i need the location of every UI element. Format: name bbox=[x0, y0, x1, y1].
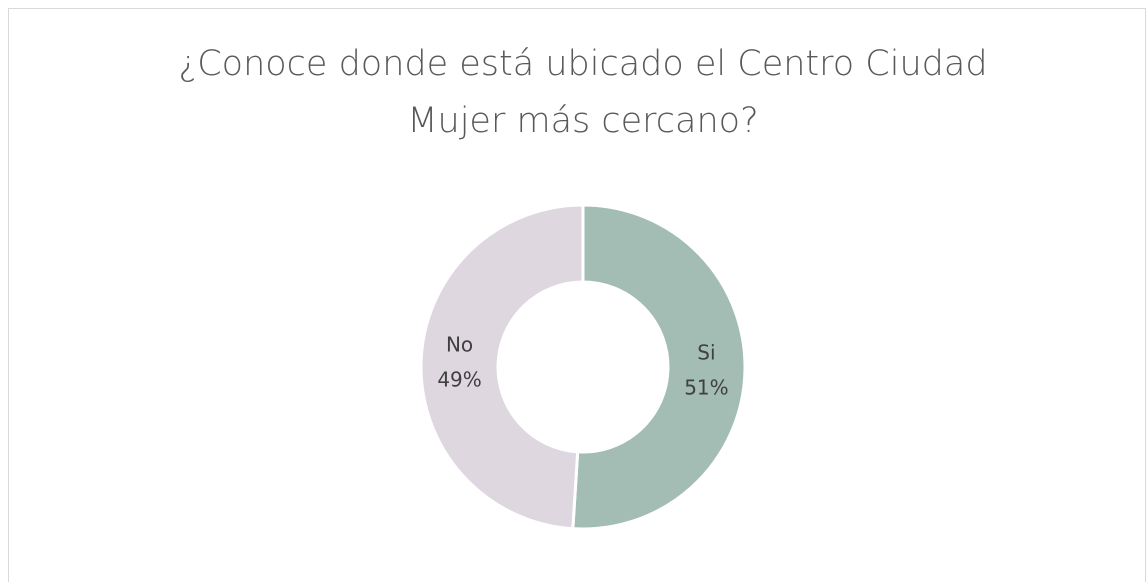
slice-value-label: 49% bbox=[437, 368, 481, 392]
donut-slice bbox=[419, 203, 585, 531]
donut-slice bbox=[571, 203, 747, 531]
slice-category-label: Si bbox=[697, 340, 715, 364]
slice-category-label: No bbox=[446, 333, 473, 357]
chart-title: ¿Conoce donde está ubicado el Centro Ciu… bbox=[178, 44, 988, 141]
slice-value-label: 51% bbox=[684, 375, 728, 399]
